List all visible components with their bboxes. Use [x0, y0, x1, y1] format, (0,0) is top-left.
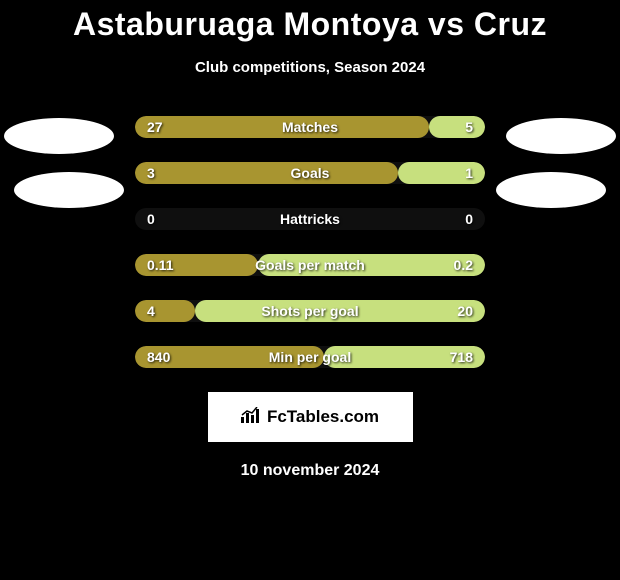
stat-row: 4 20 Shots per goal	[135, 300, 485, 322]
stat-value-right: 0	[465, 211, 473, 227]
stat-label: Min per goal	[269, 349, 351, 365]
stat-label: Goals	[291, 165, 330, 181]
player2-marker-bottom	[496, 172, 606, 208]
stat-label: Goals per match	[255, 257, 365, 273]
stat-bar-right	[429, 116, 485, 138]
stat-row: 27 5 Matches	[135, 116, 485, 138]
player1-name: Astaburuaga Montoya	[73, 6, 419, 42]
stat-value-right: 0.2	[454, 257, 473, 273]
vs-text: vs	[428, 6, 465, 42]
stat-label: Hattricks	[280, 211, 340, 227]
stat-label: Matches	[282, 119, 338, 135]
stat-value-left: 0	[147, 211, 155, 227]
player2-marker-top	[506, 118, 616, 154]
stat-bar-left	[135, 162, 398, 184]
stats-bars: 27 5 Matches 3 1 Goals 0 0 Hattricks 0.11 0.2 Goals…	[0, 116, 620, 368]
stat-row: 3 1 Goals	[135, 162, 485, 184]
stat-bar-left	[135, 300, 195, 322]
player2-name: Cruz	[474, 6, 547, 42]
logo-chart-icon	[241, 407, 261, 428]
logo-text: FcTables.com	[267, 407, 379, 427]
stat-row: 0 0 Hattricks	[135, 208, 485, 230]
stat-value-right: 718	[450, 349, 473, 365]
stat-row: 0.11 0.2 Goals per match	[135, 254, 485, 276]
stat-value-right: 20	[457, 303, 473, 319]
date-text: 10 november 2024	[0, 462, 620, 480]
stat-value-left: 27	[147, 119, 163, 135]
comparison-title: Astaburuaga Montoya vs Cruz	[0, 0, 620, 43]
stat-label: Shots per goal	[261, 303, 358, 319]
subtitle: Club competitions, Season 2024	[0, 59, 620, 76]
stat-value-right: 1	[465, 165, 473, 181]
stat-value-right: 5	[465, 119, 473, 135]
player1-marker-bottom	[14, 172, 124, 208]
logo-box: FcTables.com	[208, 392, 413, 442]
stat-value-left: 4	[147, 303, 155, 319]
stat-value-left: 0.11	[147, 257, 173, 273]
stat-value-left: 840	[147, 349, 170, 365]
stat-row: 840 718 Min per goal	[135, 346, 485, 368]
player1-marker-top	[4, 118, 114, 154]
stat-value-left: 3	[147, 165, 155, 181]
